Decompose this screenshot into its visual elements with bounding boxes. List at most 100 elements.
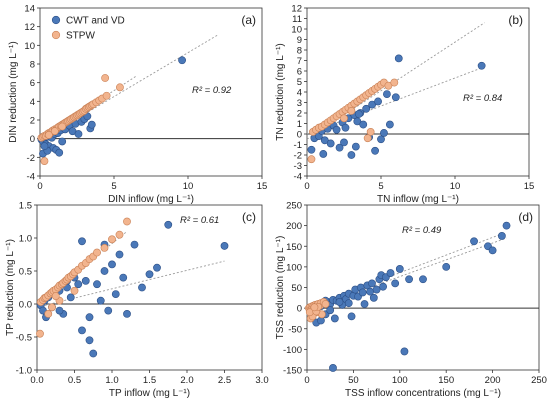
stpw-point — [101, 74, 110, 82]
cwt-vd-point — [111, 290, 120, 298]
cwt-vd-point — [87, 120, 96, 129]
cwt-vd-point — [502, 221, 511, 230]
panel-label: (d) — [518, 210, 533, 224]
x-tick-label: 1.0 — [105, 375, 118, 386]
legend-label: STPW — [66, 31, 95, 42]
x-tick-label: 5 — [111, 181, 116, 192]
cwt-vd-point — [329, 364, 337, 372]
y-tick-label: 1.5 — [19, 201, 32, 212]
y-tick-label: 2 — [30, 116, 35, 127]
y-tick-label: 0 — [30, 134, 35, 145]
y-tick-label: 6 — [30, 78, 35, 89]
x-axis-label: DIN inflow (mg L⁻¹) — [108, 194, 194, 205]
stpw-point — [58, 122, 67, 131]
cwt-vd-point — [96, 296, 105, 305]
cwt-vd-point — [40, 142, 49, 151]
stpw-point — [340, 114, 348, 123]
y-tick-label: 8 — [297, 46, 302, 57]
cwt-vd-point — [119, 273, 128, 282]
cwt-vd-point — [78, 326, 86, 335]
cwt-vd-point — [347, 312, 356, 321]
cwt-vd-point — [368, 279, 376, 288]
stpw-point — [321, 300, 330, 308]
y-axis-label: TSS reduction (mg L⁻¹) — [275, 236, 286, 340]
panel-c: -1.0 -0.5 0.0 0.5 1.0 1.5 0.0 0.5 1.0 1.5 2.0 2.5 3.… — [5, 201, 269, 400]
y-tick-label: 0.0 — [19, 300, 32, 311]
panel-label: (b) — [508, 13, 523, 27]
cwt-vd-point — [358, 288, 367, 297]
y-tick-label: 250 — [286, 201, 302, 212]
stpw-point — [366, 127, 375, 136]
r-squared-label: R² = 0.61 — [180, 215, 219, 226]
cwt-vd-point — [66, 293, 75, 302]
stpw-point — [44, 131, 53, 139]
x-tick-label: 50 — [348, 375, 359, 386]
stpw-point — [50, 127, 59, 136]
y-tick-label: 0.5 — [19, 267, 32, 278]
cwt-vd-point — [307, 145, 316, 154]
cwt-vd-point — [344, 299, 353, 308]
cwt-vd-point — [371, 146, 379, 155]
cwt-vd-point — [78, 237, 86, 246]
y-axis-label: TP reduction (mg L⁻¹) — [5, 239, 16, 336]
y-tick-label: 10 — [24, 41, 35, 52]
trendline — [306, 237, 507, 311]
y-axis-label: DIN reduction (mg L⁻¹) — [8, 41, 19, 142]
y-tick-label: -2 — [27, 153, 35, 164]
cwt-vd-point — [326, 306, 335, 315]
y-tick-label: -1.0 — [16, 366, 32, 377]
cwt-vd-point — [385, 120, 394, 129]
cwt-vd-point — [74, 280, 83, 289]
x-tick-label: 0 — [37, 181, 42, 192]
x-tick-label: 10 — [450, 181, 461, 192]
x-tick-label: 3.0 — [255, 375, 268, 386]
plot-frame — [39, 7, 263, 177]
cwt-vd-point — [470, 237, 478, 246]
cwt-vd-point — [330, 314, 339, 323]
cwt-vd-point — [379, 282, 387, 291]
r-squared-label: R² = 0.84 — [463, 93, 502, 104]
y-tick-label: 4 — [297, 88, 302, 99]
panel-d: -150 -100 -50 0 50 100 150 200 250 0 50 100 150 200 25… — [275, 201, 547, 400]
stpw-point — [307, 155, 316, 164]
panel-label: (c) — [242, 210, 256, 224]
stpw-point — [116, 83, 124, 92]
y-tick-label: 200 — [286, 221, 302, 232]
cwt-vd-point — [347, 151, 356, 159]
cwt-vd-point — [130, 240, 139, 249]
cwt-vd-point — [391, 279, 400, 288]
cwt-vd-point — [380, 129, 388, 137]
cwt-vd-point — [405, 275, 413, 284]
stpw-point — [390, 78, 399, 87]
cwt-vd-point — [354, 110, 363, 118]
stpw-point — [100, 243, 109, 252]
y-tick-label: -100 — [283, 345, 302, 356]
y-tick-label: -4 — [294, 172, 302, 183]
x-axis-label: TP inflow (mg L⁻¹) — [109, 388, 190, 399]
y-tick-label: 8 — [30, 60, 35, 71]
cwt-vd-point — [123, 309, 131, 318]
stpw-point — [363, 134, 372, 143]
cwt-vd-point — [368, 100, 377, 109]
cwt-vd-point — [374, 97, 382, 106]
x-tick-label: 100 — [392, 375, 408, 386]
y-tick-label: 10 — [291, 25, 302, 36]
stpw-point — [93, 248, 101, 257]
legend-label: CWT and VD — [66, 16, 125, 27]
x-tick-label: 1.5 — [143, 375, 156, 386]
r-squared-label: R² = 0.49 — [402, 225, 442, 236]
stpw-point — [384, 81, 393, 90]
cwt-vd-point — [55, 148, 64, 157]
trendline — [306, 22, 485, 140]
x-tick-label: 0 — [304, 375, 309, 386]
y-tick-label: 12 — [291, 4, 302, 15]
cwt-vd-point — [360, 300, 369, 308]
cwt-vd-point — [100, 267, 109, 275]
y-tick-label: 100 — [286, 262, 302, 273]
cwt-vd-point — [164, 220, 173, 229]
cwt-vd-point — [340, 138, 348, 147]
legend-marker — [51, 30, 61, 40]
y-tick-label: 0 — [297, 130, 302, 141]
stpw-point — [347, 107, 356, 115]
